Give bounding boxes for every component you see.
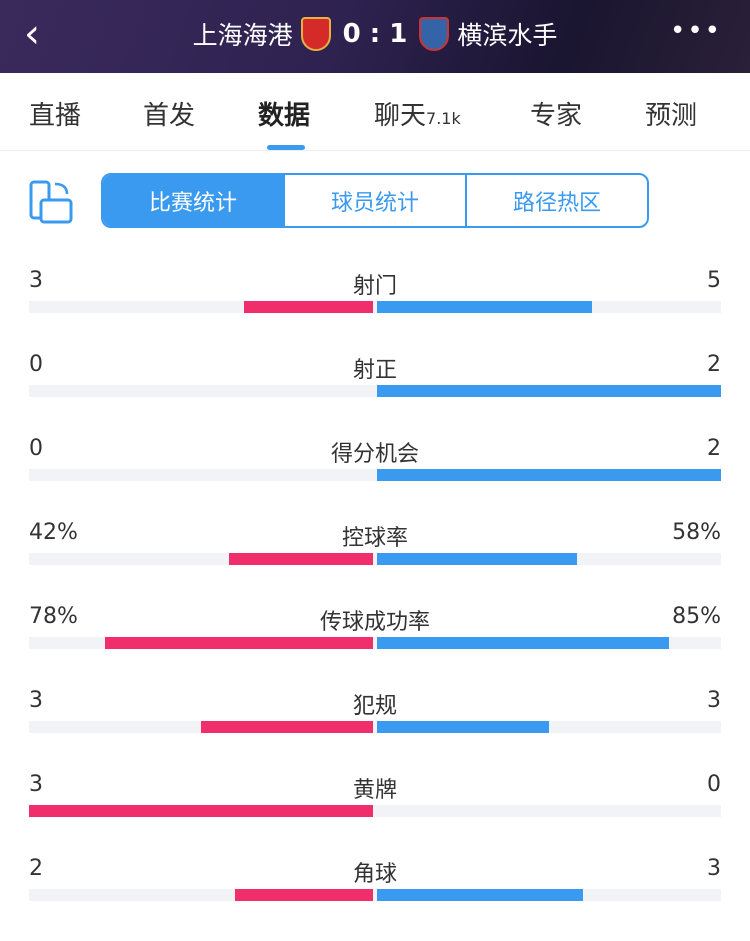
tab-label: 预测 (645, 101, 698, 131)
stat-label: 犯规 (352, 694, 397, 719)
away-value: 2 (707, 352, 721, 377)
match-header: ‹ 上海海港 0 : 1 横滨水手 ••• (0, 0, 750, 73)
away-value: 5 (707, 268, 721, 293)
stat-row: 78% 传球成功率 85% (29, 604, 721, 664)
tab-experts[interactable]: 专家 (530, 95, 582, 132)
stat-bar-track (29, 889, 721, 901)
stat-bar-track (29, 805, 721, 817)
match-info: 上海海港 0 : 1 横滨水手 (0, 16, 750, 52)
stat-bar-track (29, 469, 721, 481)
away-value: 2 (707, 436, 721, 461)
away-bar (377, 889, 584, 901)
tab-label: 首发 (143, 101, 196, 131)
stat-label: 角球 (352, 862, 397, 887)
away-bar (377, 301, 592, 313)
back-button[interactable]: ‹ (24, 11, 40, 57)
stat-bar-track (29, 637, 721, 649)
tab-lineup[interactable]: 首发 (143, 95, 195, 132)
tab-predict[interactable]: 预测 (645, 95, 697, 132)
away-value: 0 (707, 772, 721, 797)
segment-player-stats[interactable]: 球员统计 (283, 175, 465, 226)
stat-label: 射正 (352, 358, 397, 383)
stat-row: 3 黄牌 0 (29, 772, 721, 832)
away-value: 85% (672, 604, 721, 629)
home-value: 2 (29, 856, 43, 881)
tab-label: 专家 (530, 101, 583, 131)
stat-label: 得分机会 (330, 442, 419, 467)
stat-label: 传球成功率 (319, 610, 430, 635)
home-bar (29, 805, 373, 817)
stat-bar-track (29, 301, 721, 313)
segment-heatmap[interactable]: 路径热区 (465, 175, 647, 226)
more-icon[interactable]: ••• (669, 16, 722, 46)
stat-row: 0 射正 2 (29, 352, 721, 412)
stat-row: 0 得分机会 2 (29, 436, 721, 496)
home-value: 0 (29, 352, 43, 377)
home-value: 78% (29, 604, 78, 629)
tab-label: 聊天 (374, 101, 427, 131)
stat-bar-track (29, 385, 721, 397)
score: 0 : 1 (342, 19, 408, 49)
away-team-logo-icon (419, 17, 450, 51)
away-bar (377, 721, 549, 733)
home-bar (244, 301, 373, 313)
segment-match-stats[interactable]: 比赛统计 (103, 175, 283, 226)
away-value: 3 (707, 688, 721, 713)
tab-data[interactable]: 数据 (258, 95, 310, 132)
stats-segment-control: 比赛统计 球员统计 路径热区 (101, 173, 649, 228)
stat-row: 42% 控球率 58% (29, 520, 721, 580)
away-bar (377, 385, 721, 397)
home-value: 3 (29, 688, 43, 713)
home-value: 42% (29, 520, 78, 545)
chat-count: 7.1k (426, 109, 461, 128)
away-value: 3 (707, 856, 721, 881)
away-bar (377, 637, 670, 649)
home-team-logo-icon (300, 17, 331, 51)
stat-bar-track (29, 721, 721, 733)
home-bar (235, 889, 373, 901)
away-team-name: 横滨水手 (457, 21, 558, 50)
home-bar (201, 721, 373, 733)
home-value: 3 (29, 268, 43, 293)
away-bar (377, 469, 721, 481)
tab-chat[interactable]: 聊天7.1k (374, 95, 461, 132)
tab-label: 数据 (258, 101, 311, 131)
home-value: 0 (29, 436, 43, 461)
stat-bar-track (29, 553, 721, 565)
home-team-name: 上海海港 (192, 21, 293, 50)
home-bar (104, 637, 373, 649)
home-bar (228, 553, 373, 565)
stat-label: 黄牌 (352, 778, 397, 803)
tab-label: 直播 (29, 101, 82, 131)
home-value: 3 (29, 772, 43, 797)
tab-live[interactable]: 直播 (29, 95, 81, 132)
tab-bar: 直播 首发 数据 聊天7.1k 专家 预测 (0, 73, 750, 151)
away-bar (377, 553, 577, 565)
active-tab-indicator (267, 145, 305, 150)
stat-row: 3 犯规 3 (29, 688, 721, 748)
stat-row: 2 角球 3 (29, 856, 721, 916)
stat-label: 射门 (352, 274, 397, 299)
stat-row: 3 射门 5 (29, 268, 721, 328)
rotate-screen-icon[interactable] (29, 180, 73, 224)
away-value: 58% (672, 520, 721, 545)
stat-label: 控球率 (341, 526, 408, 551)
